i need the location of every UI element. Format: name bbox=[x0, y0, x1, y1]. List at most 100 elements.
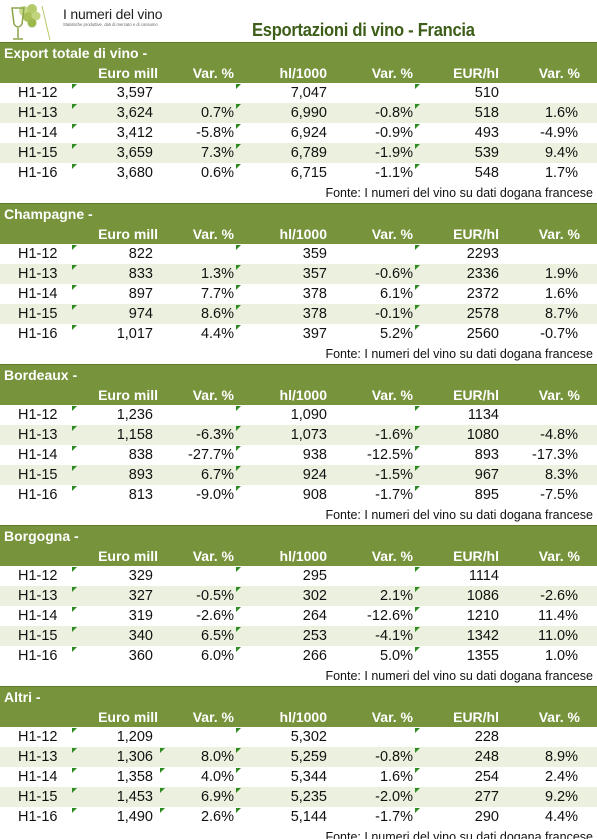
period-cell: H1-16 bbox=[18, 326, 58, 342]
value-cell: 329 bbox=[70, 566, 158, 586]
section-title: Bordeaux - bbox=[0, 364, 597, 385]
value-cell: 3,680 bbox=[70, 163, 158, 183]
value-cell: 2.6% bbox=[158, 807, 234, 827]
source-note: Fonte: I numeri del vino su dati dogana … bbox=[0, 827, 597, 839]
value-cell: 3,659 bbox=[70, 143, 158, 163]
table-row: H1-16 360 6.0% 266 5.0% 1355 1.0% bbox=[0, 646, 597, 666]
period-cell: H1-13 bbox=[18, 588, 58, 604]
value-cell: -17.3% bbox=[532, 447, 578, 463]
column-header: Euro mill bbox=[98, 387, 158, 403]
period-cell: H1-14 bbox=[18, 608, 58, 624]
value-cell: 7.3% bbox=[200, 145, 234, 161]
value-cell bbox=[327, 244, 413, 264]
value-cell: -4.8% bbox=[540, 427, 578, 443]
value-cell: 5.2% bbox=[379, 326, 413, 342]
value-cell: -7.5% bbox=[540, 487, 578, 503]
value-cell: 4.4% bbox=[544, 809, 578, 825]
value-cell: 248 bbox=[413, 747, 499, 767]
value-cell: 0.7% bbox=[200, 105, 234, 121]
value-cell bbox=[158, 244, 234, 264]
value-cell: 1.6% bbox=[379, 769, 413, 785]
period-cell: H1-16 bbox=[18, 487, 58, 503]
period-cell: H1-13 bbox=[18, 105, 58, 121]
column-header-row: Euro mill Var. % hl/1000 Var. % EUR/hl Var. % bbox=[0, 224, 597, 244]
value-cell: -12.6% bbox=[367, 608, 413, 624]
value-cell: 360 bbox=[70, 646, 158, 666]
column-header: Var. % bbox=[538, 709, 580, 725]
column-header: Var. % bbox=[538, 387, 580, 403]
value-cell bbox=[158, 405, 234, 425]
column-header: Var. % bbox=[192, 709, 234, 725]
section-block: Borgogna - Euro mill Var. % hl/1000 Var. % EU… bbox=[0, 525, 597, 686]
value-cell: 1342 bbox=[413, 626, 499, 646]
value-cell: 1,358 bbox=[70, 767, 158, 787]
value-cell: -2.6% bbox=[196, 608, 234, 624]
value-cell: 893 bbox=[413, 445, 499, 465]
value-cell: 1,073 bbox=[234, 425, 327, 445]
page-title: Esportazioni di vino - Francia bbox=[252, 20, 475, 40]
value-cell: 378 bbox=[234, 284, 327, 304]
value-cell: 518 bbox=[413, 103, 499, 123]
value-cell: 5,259 bbox=[234, 747, 327, 767]
value-cell: 295 bbox=[234, 566, 327, 586]
value-cell: 359 bbox=[234, 244, 327, 264]
value-cell: 6,789 bbox=[234, 143, 327, 163]
value-cell: 2293 bbox=[413, 244, 499, 264]
period-cell: H1-12 bbox=[18, 85, 58, 101]
value-cell: 938 bbox=[234, 445, 327, 465]
value-cell: 1.9% bbox=[544, 266, 578, 282]
period-cell: H1-12 bbox=[18, 729, 58, 745]
value-cell: -4.1% bbox=[375, 628, 413, 644]
value-cell: 9.2% bbox=[544, 789, 578, 805]
value-cell: 253 bbox=[234, 626, 327, 646]
column-header: Var. % bbox=[371, 226, 413, 242]
period-cell: H1-15 bbox=[18, 628, 58, 644]
value-cell: -27.7% bbox=[188, 447, 234, 463]
value-cell bbox=[499, 566, 597, 586]
value-cell: 264 bbox=[234, 606, 327, 626]
column-header: Euro mill bbox=[98, 226, 158, 242]
column-header-row: Euro mill Var. % hl/1000 Var. % EUR/hl Var. % bbox=[0, 385, 597, 405]
table-row: H1-14 319 -2.6% 264 -12.6% 1210 11.4% bbox=[0, 606, 597, 626]
column-header: Var. % bbox=[371, 387, 413, 403]
value-cell: 11.4% bbox=[537, 608, 578, 624]
value-cell bbox=[499, 405, 597, 425]
section-block: Altri - Euro mill Var. % hl/1000 Var. % EUR/h… bbox=[0, 686, 597, 839]
value-cell: -1.7% bbox=[375, 487, 413, 503]
period-cell: H1-16 bbox=[18, 648, 58, 664]
source-note: Fonte: I numeri del vino su dati dogana … bbox=[0, 344, 597, 364]
value-cell: 3,624 bbox=[70, 103, 158, 123]
brand-tagline: Statistiche produttive, dati di mercato … bbox=[63, 22, 158, 27]
table-row: H1-16 1,017 4.4% 397 5.2% 2560 -0.7% bbox=[0, 324, 597, 344]
section-block: Champagne - Euro mill Var. % hl/1000 Var. % E… bbox=[0, 203, 597, 364]
value-cell: 1080 bbox=[413, 425, 499, 445]
value-cell: 4.0% bbox=[158, 767, 234, 787]
period-cell: H1-15 bbox=[18, 306, 58, 322]
column-header: Var. % bbox=[192, 548, 234, 564]
value-cell: -0.7% bbox=[540, 326, 578, 342]
value-cell: 1134 bbox=[413, 405, 499, 425]
table-row: H1-12 1,209 5,302 228 bbox=[0, 727, 597, 747]
period-cell: H1-14 bbox=[18, 447, 58, 463]
value-cell: 9.4% bbox=[544, 145, 578, 161]
value-cell: 974 bbox=[70, 304, 158, 324]
table-row: H1-15 974 8.6% 378 -0.1% 2578 8.7% bbox=[0, 304, 597, 324]
value-cell: 6,924 bbox=[234, 123, 327, 143]
column-header: Var. % bbox=[192, 226, 234, 242]
column-header: Var. % bbox=[371, 65, 413, 81]
table-row: H1-16 3,680 0.6% 6,715 -1.1% 548 1.7% bbox=[0, 163, 597, 183]
section-title: Champagne - bbox=[0, 203, 597, 224]
section-title: Borgogna - bbox=[0, 525, 597, 546]
column-header bbox=[0, 63, 70, 83]
value-cell: 1086 bbox=[413, 586, 499, 606]
column-header: Euro mill bbox=[98, 709, 158, 725]
table-row: H1-13 1,306 8.0% 5,259 -0.8% 248 8.9% bbox=[0, 747, 597, 767]
column-header: Var. % bbox=[192, 387, 234, 403]
value-cell: -0.6% bbox=[375, 266, 413, 282]
value-cell: -1.9% bbox=[375, 145, 413, 161]
table-row: H1-16 1,490 2.6% 5,144 -1.7% 290 4.4% bbox=[0, 807, 597, 827]
table-row: H1-15 893 6.7% 924 -1.5% 967 8.3% bbox=[0, 465, 597, 485]
value-cell: 822 bbox=[70, 244, 158, 264]
value-cell: 897 bbox=[70, 284, 158, 304]
wine-glass-grapes-logo bbox=[2, 2, 62, 42]
